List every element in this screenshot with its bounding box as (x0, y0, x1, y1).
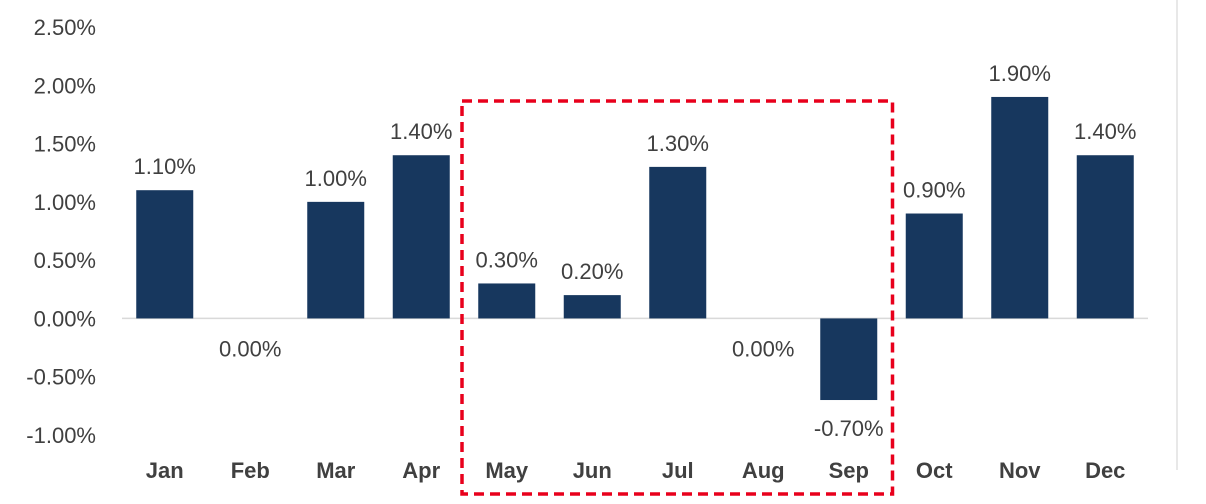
category-label: May (485, 458, 529, 483)
data-label: 0.20% (561, 259, 623, 284)
category-label: Aug (742, 458, 785, 483)
category-label: Jun (573, 458, 612, 483)
category-label: Jul (662, 458, 694, 483)
bar-jul (649, 166, 707, 319)
y-tick-label: 0.50% (34, 248, 96, 273)
category-label: Mar (316, 458, 356, 483)
bar-may (478, 283, 536, 319)
bar-dec (1076, 155, 1134, 319)
data-label: 0.30% (476, 247, 538, 272)
category-label: Jan (146, 458, 184, 483)
y-axis-tick-labels: 2.50% 2.00% 1.50% 1.00% 0.50% 0.00% -0.50% -1.0… (26, 15, 96, 448)
data-label: -0.70% (814, 416, 884, 441)
bar-nov (991, 96, 1049, 319)
category-label: Dec (1085, 458, 1125, 483)
data-label: 1.30% (647, 131, 709, 156)
y-tick-label: -1.00% (26, 423, 96, 448)
bars (136, 96, 1134, 401)
y-tick-label: 2.00% (34, 73, 96, 98)
data-label: 1.10% (134, 154, 196, 179)
data-label: 1.90% (989, 61, 1051, 86)
bar-jan (136, 190, 194, 319)
bar-apr (392, 155, 450, 319)
category-label: Nov (999, 458, 1041, 483)
data-label: 0.00% (219, 336, 281, 361)
data-label: 0.90% (903, 178, 965, 203)
data-label: 0.00% (732, 336, 794, 361)
category-label: Sep (829, 458, 869, 483)
bar-oct (905, 213, 963, 319)
bar-jun (563, 295, 621, 319)
highlight-box (460, 99, 895, 496)
x-axis-category-labels: Jan Feb Mar Apr May Jun Jul Aug Sep Oct Nov Dec (146, 458, 1126, 483)
data-label: 1.00% (305, 166, 367, 191)
y-tick-label: 1.50% (34, 132, 96, 157)
category-label: Oct (916, 458, 953, 483)
category-label: Feb (231, 458, 270, 483)
y-tick-label: -0.50% (26, 365, 96, 390)
data-label: 1.40% (1074, 119, 1136, 144)
bar-mar (307, 201, 365, 319)
category-label: Apr (402, 458, 440, 483)
y-tick-label: 2.50% (34, 15, 96, 40)
y-tick-label: 0.00% (34, 306, 96, 331)
y-tick-label: 1.00% (34, 190, 96, 215)
bar-sep (820, 318, 878, 401)
data-labels: 1.10% 0.00% 1.00% 1.40% 0.30% 0.20% 1.30% 0.00%… (134, 61, 1137, 441)
data-label: 1.40% (390, 119, 452, 144)
